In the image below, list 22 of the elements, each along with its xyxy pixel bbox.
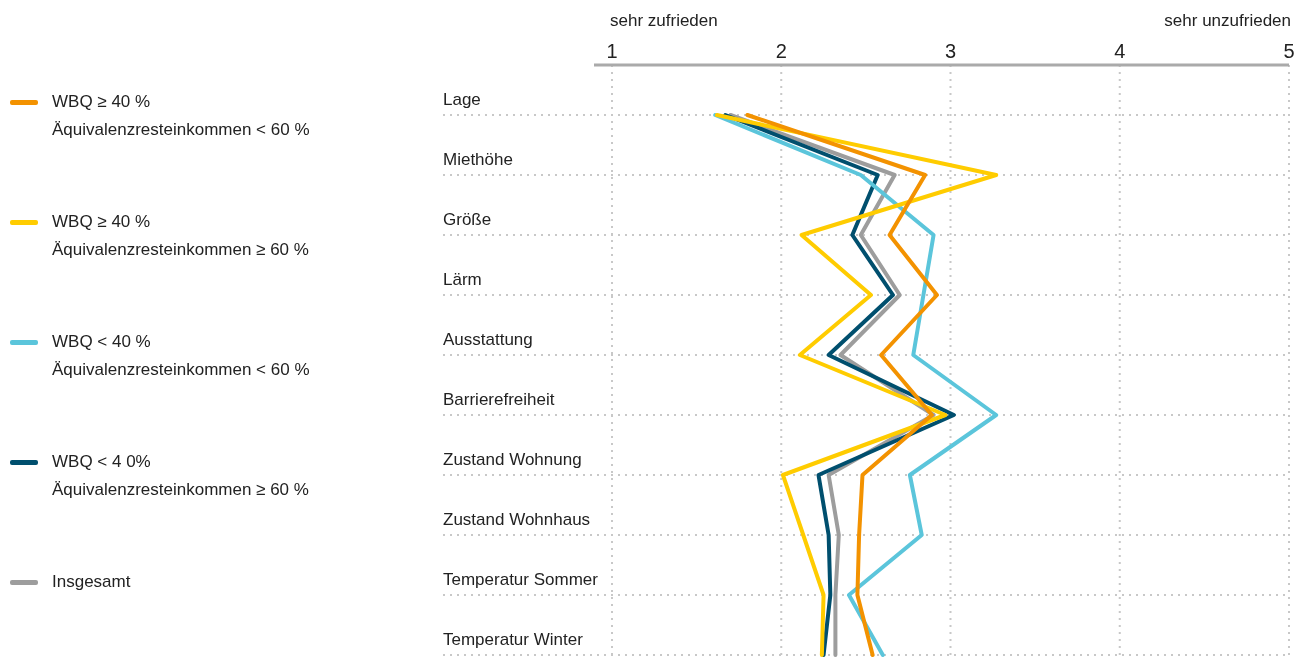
legend-label: WBQ < 4 0% Äquivalenzresteinkommen ≥ 60 % [52, 452, 309, 499]
x-tick-label: 5 [1283, 40, 1295, 62]
y-tick-label: Zustand Wohnung [443, 450, 582, 469]
x-tick-label: 4 [1114, 40, 1126, 62]
text: sehr zufrieden [610, 11, 718, 30]
x-tick-label: 2 [775, 40, 787, 62]
y-tick-label: Temperatur Sommer [443, 570, 599, 589]
y-tick-label: Lage [443, 90, 481, 109]
y-tick-label: Zustand Wohnhaus [443, 510, 591, 529]
y-tick-label: Größe [443, 210, 492, 229]
y-tick-label: Lärm [443, 270, 482, 289]
y-tick-label: Ausstattung [443, 330, 533, 349]
y-tick-label: Barrierefreiheit [443, 390, 555, 409]
legend-label: WBQ ≥ 40 % Äquivalenzresteinkommen ≥ 60 % [52, 212, 309, 259]
y-tick-label: Temperatur Winter [443, 630, 584, 649]
text: sehr unzufrieden [1164, 11, 1291, 30]
x-tick-label: 1 [606, 40, 618, 62]
legend-label: WBQ < 40 % Äquivalenzresteinkommen < 60 % [52, 332, 310, 379]
x-tick-label: 3 [944, 40, 957, 62]
legend-label: Insgesamt [52, 572, 131, 591]
y-tick-label: Miethöhe [443, 150, 513, 169]
legend-label: WBQ ≥ 40 % Äquivalenzresteinkommen < 60 % [52, 92, 310, 139]
